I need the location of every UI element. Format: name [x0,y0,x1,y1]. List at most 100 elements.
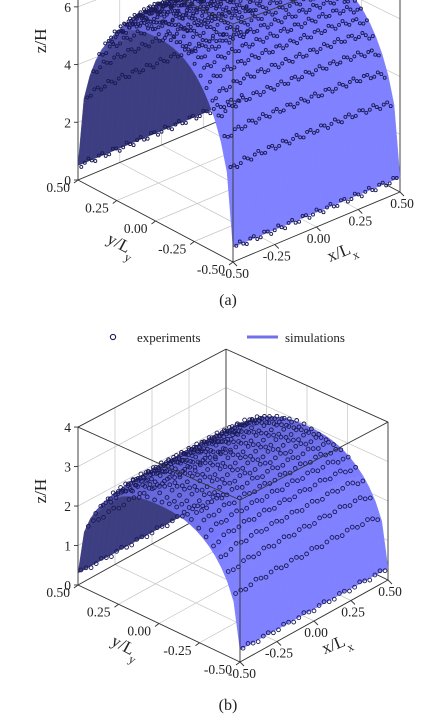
experiment-point [239,126,244,131]
experiment-point [283,57,288,61]
experiment-point [155,15,160,20]
experiment-point [162,59,166,63]
experiment-point [126,497,132,502]
experiment-point [202,474,208,480]
experiment-point [308,128,313,132]
experiment-point [222,464,228,470]
experiment-point [169,518,175,524]
experiment-point [309,498,315,504]
experiment-point [223,450,228,456]
experiment-point [380,180,385,185]
experiment-point [234,508,239,514]
experiment-point [253,576,259,582]
experiment-point [156,32,161,37]
experiment-point [248,27,253,32]
experiment-point [258,430,264,436]
experiment-point [100,502,106,508]
experiment-point [195,22,200,27]
experiment-point [203,54,208,59]
experiment-point [213,46,218,51]
experiment-point [227,40,232,45]
experiment-point [142,31,147,36]
experiment-point [309,35,314,40]
experiment-point [129,542,135,548]
experiment-point [179,450,184,455]
experiment-point [243,9,248,14]
experiment-point [144,478,149,484]
experiment-point [282,497,287,503]
experiment-point [156,132,160,137]
experiment-point [270,12,275,17]
experiment-point [191,11,196,16]
experiment-point [311,2,316,7]
experiment-point [237,98,242,103]
experiment-point [238,440,244,446]
experiment-point [255,237,260,241]
experiment-point [240,95,245,100]
experiment-point [116,505,122,511]
experiment-point [323,87,328,92]
experiment-point [367,36,372,41]
experiment-point [286,81,291,86]
experiment-point [274,44,279,49]
x-tick-mark [399,191,405,197]
experiment-point [325,491,330,497]
experiment-point [177,492,182,498]
experiment-point [232,460,238,466]
experiment-point [320,496,325,502]
experiment-point [188,458,193,464]
experiment-point [151,65,156,70]
experiment-point [208,25,213,30]
experiment-point [216,508,222,513]
experiment-point [279,20,284,25]
experiment-point [105,60,110,65]
experiment-point [313,454,318,460]
experiment-point [269,62,274,67]
experiment-point [106,39,111,43]
experiment-point [310,468,316,473]
experiment-point [328,61,332,66]
experiment-point [127,25,131,30]
experiment-point [219,431,224,437]
experiment-point [321,599,327,605]
legend-experiments-marker [109,333,117,341]
y-tick-mark [195,642,200,647]
experiment-point [342,39,347,44]
experiment-point [251,554,256,560]
experiment-point [134,537,140,542]
experiment-point [346,112,351,117]
experiment-point [258,575,264,581]
experiment-point [210,98,215,103]
experiment-point [320,11,325,16]
experiment-point [243,538,249,544]
experiment-point [373,188,378,193]
experiment-point [206,435,212,440]
experiment-point [155,482,160,487]
experiment-point [249,500,255,505]
experiment-point [306,99,311,104]
experiment-point [244,505,250,511]
experiment-point [220,38,225,43]
z-tick-label: 1 [64,539,71,554]
experiment-point [211,33,215,38]
experiment-point [256,148,261,153]
experiment-point [120,72,125,77]
y-tick-mark [112,200,118,204]
experiment-point [189,517,194,522]
experiment-point [145,477,151,483]
y-tick-label: 0.00 [124,221,148,236]
experiment-point [121,502,127,508]
experiment-point [104,51,109,56]
experiment-point [191,449,196,455]
experiment-point [237,10,242,15]
experiment-point [205,62,210,67]
experiment-point [257,483,263,489]
experiment-point [238,539,244,545]
experiment-point [246,118,251,123]
experiment-point [283,15,288,20]
experiment-point [338,447,344,453]
y-tick-mark [114,603,119,608]
experiment-point [282,470,288,476]
experiment-point [301,432,306,438]
experiment-point [282,26,287,31]
